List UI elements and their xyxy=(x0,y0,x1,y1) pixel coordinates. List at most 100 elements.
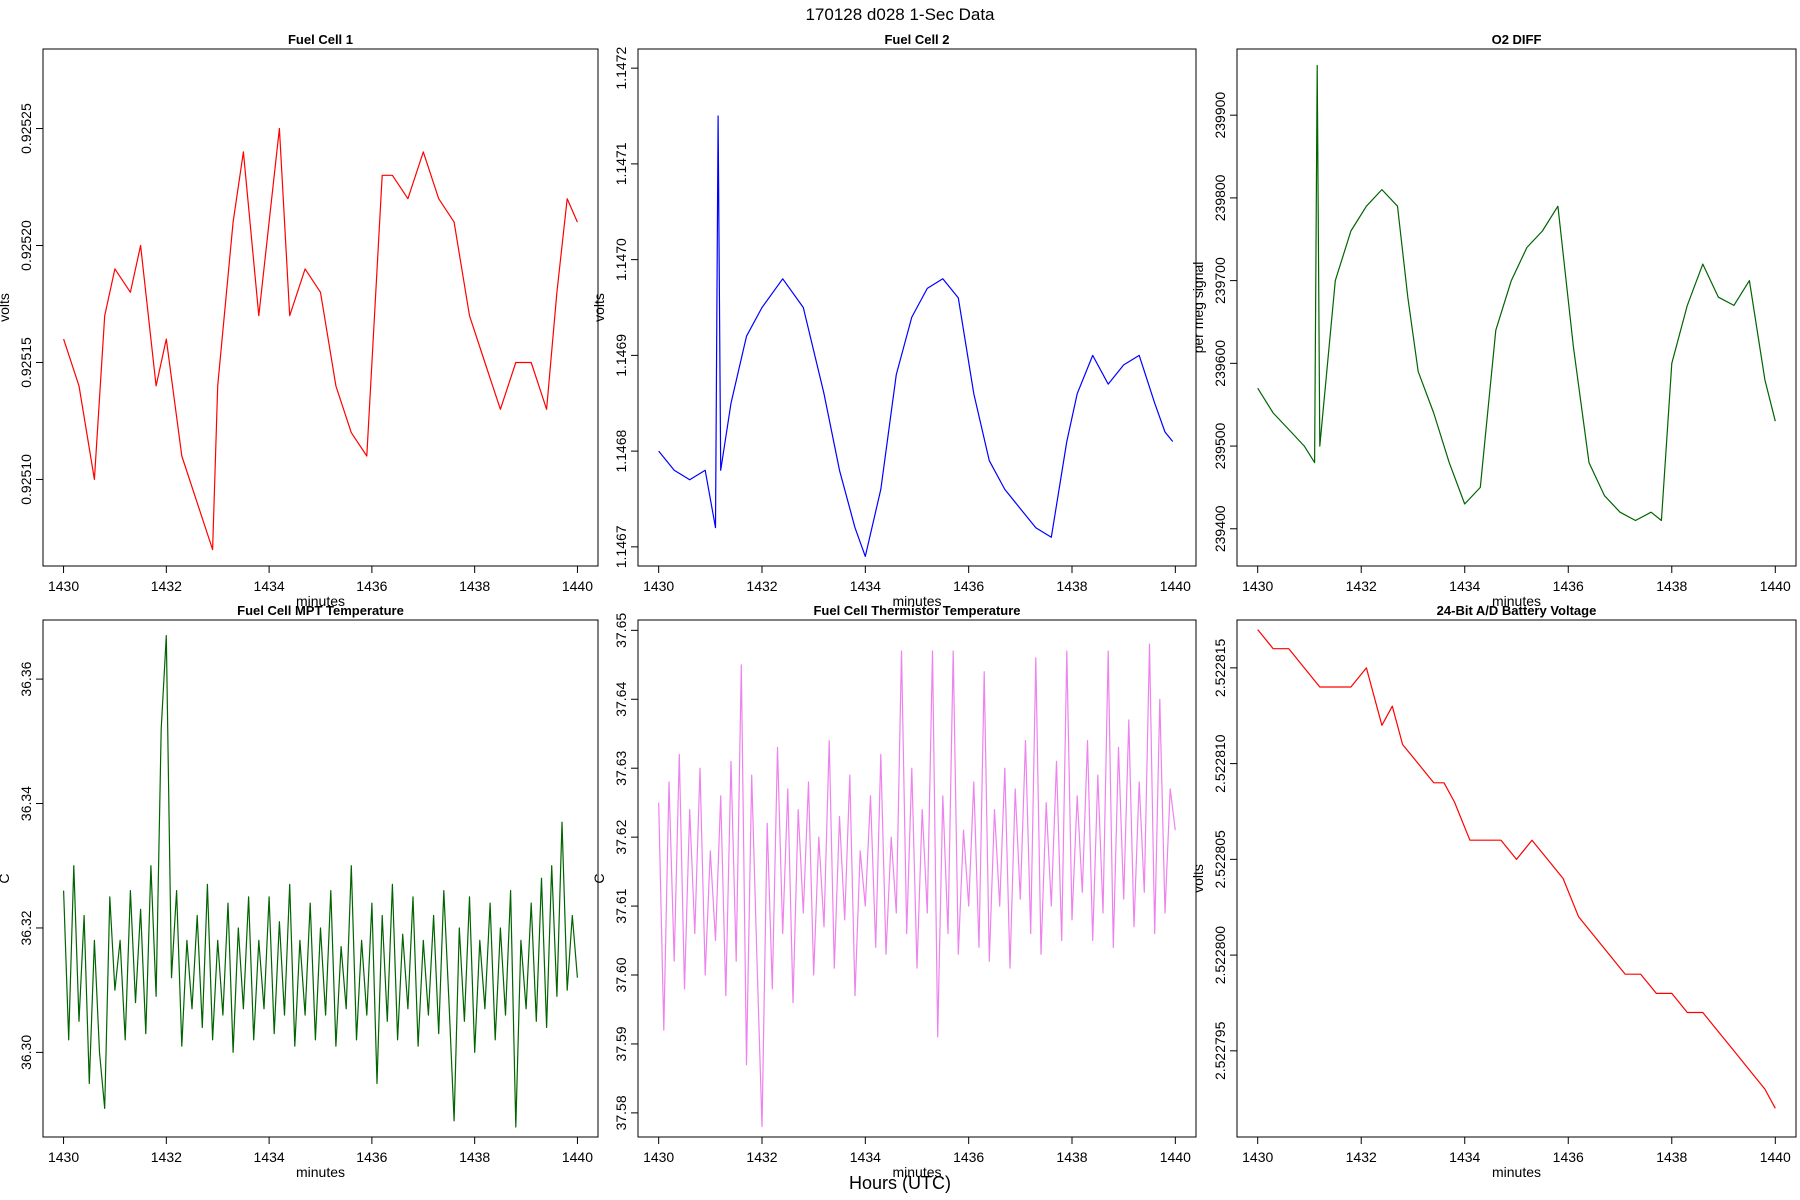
x-axis-label: minutes xyxy=(892,593,941,609)
x-tick-label: 1432 xyxy=(746,578,777,594)
y-tick-label: 1.1472 xyxy=(613,47,629,90)
x-tick-label: 1436 xyxy=(953,578,984,594)
y-tick-label: 37.64 xyxy=(613,682,629,717)
y-axis-label: per meg signal xyxy=(1190,262,1206,354)
chart-title: O2 DIFF xyxy=(1492,32,1542,47)
x-tick-label: 1432 xyxy=(151,1149,182,1165)
x-tick-label: 1430 xyxy=(1242,578,1273,594)
chart-title: Fuel Cell 1 xyxy=(288,32,353,47)
x-axis-label: minutes xyxy=(1492,593,1541,609)
chart-panel-4: Fuel Cell MPT Temperature 1430 1432 1434 143… xyxy=(0,603,599,1180)
y-tick-label: 37.58 xyxy=(613,1095,629,1130)
chart-title: Fuel Cell 2 xyxy=(884,32,949,47)
y-tick-label: 239900 xyxy=(1212,92,1228,139)
series-line xyxy=(1257,629,1776,1109)
plot-frame xyxy=(42,619,599,1138)
x-tick-label: 1436 xyxy=(1553,578,1584,594)
x-tick-label: 1436 xyxy=(356,578,387,594)
y-tick-label: 0.92515 xyxy=(18,337,34,388)
x-tick-label: 1430 xyxy=(48,578,79,594)
chart-title: Fuel Cell Thermistor Temperature xyxy=(813,603,1020,618)
y-tick-label: 0.92510 xyxy=(18,454,34,505)
x-tick-label: 1438 xyxy=(1656,1149,1687,1165)
plot-frame xyxy=(42,48,599,567)
chart-title: Fuel Cell MPT Temperature xyxy=(237,603,404,618)
y-tick-label: 1.1469 xyxy=(613,334,629,377)
y-tick-label: 2.522815 xyxy=(1212,638,1228,697)
x-axis-label: minutes xyxy=(1492,1164,1541,1180)
x-tick-label: 1434 xyxy=(1449,578,1480,594)
x-tick-label: 1440 xyxy=(1160,1149,1191,1165)
x-tick-label: 1430 xyxy=(1242,1149,1273,1165)
plot-frame xyxy=(1236,619,1797,1138)
chart-panels: Fuel Cell 1 1430 1432 1434 1436 1438 1440 0.925… xyxy=(0,32,1797,1180)
chart-panel-6: 24-Bit A/D Battery Voltage 1430 1432 1434 14… xyxy=(1190,603,1797,1180)
x-tick-label: 1438 xyxy=(1056,1149,1087,1165)
x-tick-label: 1430 xyxy=(48,1149,79,1165)
x-tick-label: 1440 xyxy=(1160,578,1191,594)
y-tick-label: 36.30 xyxy=(18,1035,34,1070)
x-tick-label: 1438 xyxy=(459,578,490,594)
series-line xyxy=(658,115,1174,558)
figure-title: 170128 d028 1-Sec Data xyxy=(805,5,995,24)
y-tick-label: 239400 xyxy=(1212,505,1228,552)
x-tick-label: 1434 xyxy=(254,578,285,594)
y-tick-label: 37.62 xyxy=(613,819,629,854)
chart-panel-5: Fuel Cell Thermistor Temperature 1430 1432… xyxy=(591,603,1197,1180)
x-tick-label: 1438 xyxy=(1656,578,1687,594)
y-tick-label: 37.65 xyxy=(613,613,629,648)
x-axis-label: minutes xyxy=(892,1164,941,1180)
x-tick-label: 1432 xyxy=(1346,1149,1377,1165)
y-tick-label: 37.59 xyxy=(613,1026,629,1061)
chart-panel-1: Fuel Cell 1 1430 1432 1434 1436 1438 1440 0.925… xyxy=(0,32,599,609)
series-line xyxy=(63,634,578,1128)
y-axis-label: C xyxy=(591,873,607,883)
x-tick-label: 1432 xyxy=(151,578,182,594)
x-tick-label: 1436 xyxy=(953,1149,984,1165)
x-tick-label: 1430 xyxy=(643,578,674,594)
chart-panel-3: O2 DIFF 1430 1432 1434 1436 1438 1440 239400 239… xyxy=(1190,32,1797,609)
y-tick-label: 2.522800 xyxy=(1212,926,1228,985)
plot-frame xyxy=(637,48,1197,567)
x-tick-label: 1438 xyxy=(459,1149,490,1165)
x-axis-label: minutes xyxy=(296,1164,345,1180)
y-tick-label: 36.36 xyxy=(18,661,34,696)
y-tick-label: 2.522795 xyxy=(1212,1021,1228,1080)
y-axis-label: volts xyxy=(591,293,607,322)
chart-title: 24-Bit A/D Battery Voltage xyxy=(1437,603,1597,618)
figure-xlabel: Hours (UTC) xyxy=(849,1173,951,1193)
y-tick-label: 0.92520 xyxy=(18,220,34,271)
x-tick-label: 1434 xyxy=(254,1149,285,1165)
x-tick-label: 1440 xyxy=(1760,578,1791,594)
x-tick-label: 1440 xyxy=(1760,1149,1791,1165)
series-line xyxy=(1257,64,1776,522)
y-tick-label: 239800 xyxy=(1212,174,1228,221)
y-axis-label: volts xyxy=(1190,864,1206,893)
y-tick-label: 36.32 xyxy=(18,910,34,945)
x-tick-label: 1430 xyxy=(643,1149,674,1165)
y-tick-label: 37.61 xyxy=(613,888,629,923)
y-tick-label: 1.1470 xyxy=(613,238,629,281)
y-tick-label: 239700 xyxy=(1212,257,1228,304)
y-tick-label: 0.92525 xyxy=(18,103,34,154)
series-line xyxy=(63,127,578,551)
x-axis-label: minutes xyxy=(296,593,345,609)
x-tick-label: 1434 xyxy=(850,1149,881,1165)
series-line xyxy=(658,643,1176,1128)
y-tick-label: 1.1471 xyxy=(613,142,629,185)
x-tick-label: 1440 xyxy=(562,578,593,594)
y-tick-label: 37.60 xyxy=(613,957,629,992)
plot-frame xyxy=(1236,48,1797,567)
x-tick-label: 1436 xyxy=(1553,1149,1584,1165)
x-tick-label: 1436 xyxy=(356,1149,387,1165)
chart-panel-2: Fuel Cell 2 1430 1432 1434 1436 1438 1440 1.146… xyxy=(591,32,1197,609)
y-tick-label: 2.522810 xyxy=(1212,734,1228,793)
y-tick-label: 2.522805 xyxy=(1212,830,1228,889)
y-tick-label: 1.1468 xyxy=(613,429,629,472)
y-axis-label: C xyxy=(0,873,12,883)
y-axis-label: volts xyxy=(0,293,12,322)
x-tick-label: 1434 xyxy=(1449,1149,1480,1165)
y-tick-label: 36.34 xyxy=(18,786,34,821)
x-tick-label: 1440 xyxy=(562,1149,593,1165)
